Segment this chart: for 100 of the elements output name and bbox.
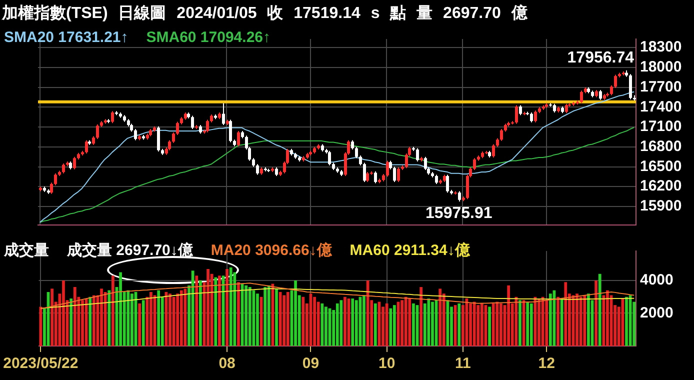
bar	[420, 287, 422, 346]
candlestick	[530, 112, 533, 123]
bar	[264, 287, 267, 346]
bar	[431, 302, 434, 346]
bar	[50, 288, 54, 346]
chart-title: 加權指數(TSE) 日線圖 2024/01/05 收 17519.14 s 點 量 2697.70 億	[2, 3, 528, 24]
bar	[112, 276, 114, 346]
candlestick	[424, 156, 427, 171]
bar	[458, 303, 461, 346]
bar	[88, 296, 92, 346]
y-tick-label: 17400	[640, 98, 682, 116]
candlestick	[54, 172, 57, 186]
bar	[256, 294, 259, 346]
bar	[576, 294, 578, 346]
bar	[229, 267, 232, 346]
bar	[100, 288, 103, 346]
bar	[625, 296, 628, 346]
bar	[374, 303, 377, 346]
bar	[548, 294, 552, 346]
bar	[195, 276, 198, 346]
y-tick-label: 16800	[640, 138, 682, 156]
candlestick	[416, 148, 419, 162]
bar	[354, 300, 358, 346]
bar	[530, 303, 533, 346]
bar	[393, 305, 396, 346]
chart-title: 成交量	[4, 241, 49, 260]
bar	[545, 300, 548, 346]
bar	[526, 302, 530, 346]
bar	[142, 300, 145, 346]
candlestick	[172, 132, 175, 144]
candlestick	[85, 140, 88, 154]
y-tick-label: 18000	[640, 58, 682, 76]
bar	[226, 269, 228, 346]
candlestick	[446, 174, 449, 194]
candlestick	[580, 90, 583, 104]
bar	[408, 298, 412, 346]
bar	[302, 296, 305, 346]
candlestick	[435, 174, 438, 184]
bar	[237, 282, 240, 346]
candlestick	[610, 84, 613, 96]
candlestick	[62, 162, 65, 174]
text: SMA60 17094.26↑	[146, 29, 270, 46]
candlestick	[565, 103, 568, 114]
bar	[362, 295, 366, 346]
bar	[587, 294, 590, 346]
text: SMA20 17631.21↑	[4, 29, 128, 46]
y-tick-label: 17100	[640, 118, 682, 136]
bar	[126, 290, 130, 346]
bar	[108, 290, 111, 346]
bar	[138, 303, 141, 346]
candlestick	[599, 89, 602, 100]
candlestick	[374, 170, 377, 184]
y-tick-label: 18300	[640, 38, 682, 56]
candlestick	[176, 121, 179, 136]
bar	[180, 290, 183, 346]
y-tick-label: 2000	[640, 304, 674, 322]
bar	[438, 288, 442, 346]
bar	[564, 282, 568, 346]
candlestick	[519, 104, 522, 116]
bar	[150, 292, 152, 346]
candlestick	[206, 119, 209, 133]
y-tick-label: 4000	[640, 272, 674, 289]
y-tick-label: 16500	[640, 158, 682, 175]
bar	[579, 296, 582, 346]
annotation: 15975.91	[426, 204, 492, 222]
bar	[214, 277, 218, 346]
bar	[594, 280, 598, 346]
candlestick	[351, 140, 354, 150]
candlestick	[328, 150, 331, 166]
candlestick	[73, 156, 76, 170]
x-tick-label: 09	[302, 355, 320, 372]
bar	[538, 298, 540, 346]
bar	[583, 295, 586, 346]
bar	[404, 296, 408, 346]
annotation: 17956.74	[567, 50, 634, 67]
bar	[130, 294, 134, 346]
bar	[248, 287, 252, 346]
candlestick	[359, 155, 362, 166]
bar	[400, 300, 404, 346]
bar	[73, 287, 76, 346]
bar	[70, 298, 73, 346]
bar	[104, 292, 107, 346]
candlestick	[386, 160, 389, 178]
y-tick-label: 16200	[640, 178, 682, 195]
candlestick	[134, 128, 137, 141]
x-tick-label: 11	[454, 355, 471, 372]
candlestick	[168, 140, 171, 151]
candlestick	[50, 182, 53, 194]
bar	[336, 303, 339, 346]
bar	[324, 306, 328, 346]
candlestick	[366, 172, 369, 182]
candlestick	[256, 164, 259, 176]
candlestick	[237, 130, 240, 147]
bar	[500, 303, 502, 346]
bar	[476, 305, 480, 346]
bar	[480, 303, 484, 346]
candlestick	[111, 110, 114, 124]
candlestick	[397, 166, 400, 182]
bar	[286, 292, 290, 346]
candlestick	[614, 74, 617, 88]
